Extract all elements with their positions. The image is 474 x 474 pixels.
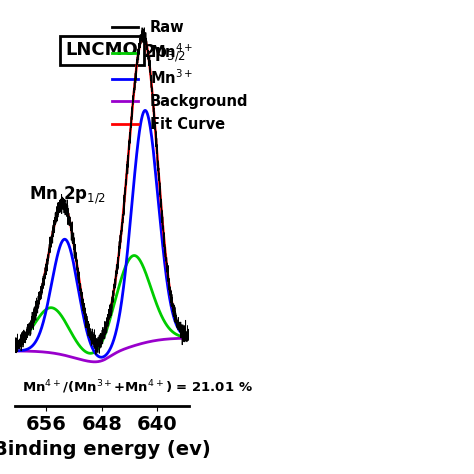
Text: Mn 2p$_{1/2}$: Mn 2p$_{1/2}$ bbox=[28, 184, 106, 206]
Text: Mn$^{4+}$/(Mn$^{3+}$+Mn$^{4+}$) = 21.01 %: Mn$^{4+}$/(Mn$^{3+}$+Mn$^{4+}$) = 21.01 … bbox=[22, 378, 253, 396]
Text: LNCMO: LNCMO bbox=[65, 41, 138, 59]
Text: Mn 2p$_{3/2}$: Mn 2p$_{3/2}$ bbox=[109, 42, 185, 64]
X-axis label: Binding energy (ev): Binding energy (ev) bbox=[0, 440, 211, 459]
Legend: Raw, Mn$^{4+}$, Mn$^{3+}$, Background, Fit Curve: Raw, Mn$^{4+}$, Mn$^{3+}$, Background, F… bbox=[106, 14, 255, 137]
